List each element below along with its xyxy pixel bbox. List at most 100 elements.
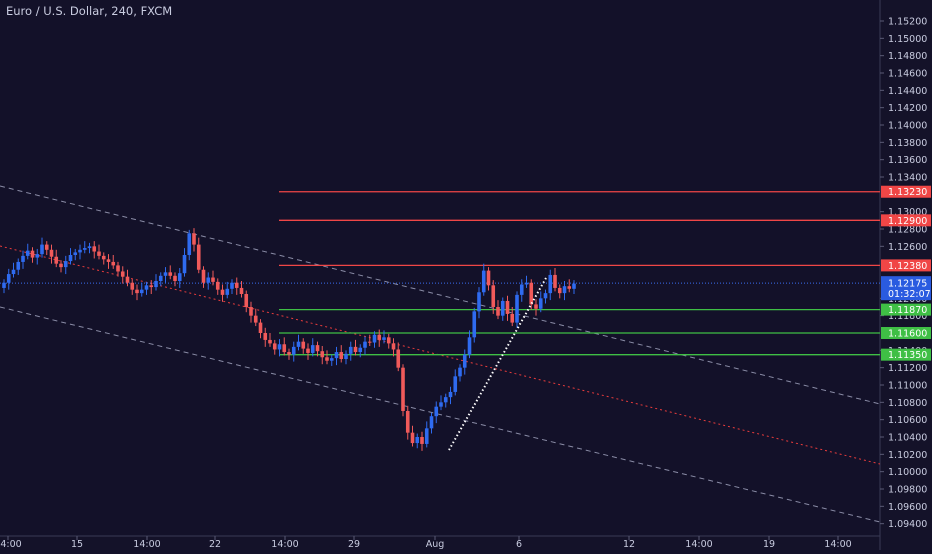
candle-body bbox=[21, 255, 25, 262]
y-tick-label: 1.12600 bbox=[888, 242, 927, 253]
plot-area bbox=[0, 0, 880, 536]
candle-body bbox=[401, 367, 405, 411]
y-tick-label: 1.14400 bbox=[888, 86, 927, 97]
candle-body bbox=[101, 255, 106, 260]
resistance-level-label: 1.13230 bbox=[888, 187, 927, 198]
candle-body bbox=[296, 341, 301, 347]
candle-body bbox=[396, 349, 401, 368]
x-tick-label: 14:00 bbox=[824, 539, 851, 550]
candle-body bbox=[439, 402, 443, 407]
resistance-level-label-bg bbox=[881, 185, 931, 198]
candle-body bbox=[453, 376, 458, 392]
candle-body bbox=[524, 282, 529, 285]
candle-body bbox=[386, 337, 391, 344]
candle-body bbox=[344, 353, 348, 359]
candle-body bbox=[353, 346, 358, 353]
candle-body bbox=[30, 250, 35, 258]
candle-body bbox=[348, 346, 353, 354]
x-tick-label: 6 bbox=[516, 539, 522, 550]
channel-lower-line bbox=[0, 306, 881, 523]
candle-body bbox=[339, 352, 344, 359]
y-tick-label: 1.15000 bbox=[888, 34, 927, 45]
candle-body bbox=[434, 406, 439, 417]
candle-body bbox=[510, 313, 515, 323]
candle-body bbox=[268, 339, 272, 344]
candle-body bbox=[92, 246, 97, 252]
candle-body bbox=[415, 437, 420, 444]
candle-body bbox=[424, 428, 429, 444]
candle-body bbox=[472, 311, 477, 338]
candle-body bbox=[116, 265, 120, 272]
candle-body bbox=[68, 255, 73, 262]
candle-body bbox=[358, 347, 363, 353]
candle-body bbox=[367, 341, 372, 343]
resistance-level-label-bg bbox=[881, 214, 931, 227]
y-tick-label: 1.09600 bbox=[888, 502, 927, 513]
candle-body bbox=[35, 254, 40, 258]
x-tick-label: 14:00 bbox=[133, 539, 160, 550]
x-tick-label: Aug bbox=[426, 539, 445, 550]
candle-body bbox=[481, 270, 486, 293]
candle-body bbox=[382, 337, 386, 340]
candle-body bbox=[239, 287, 244, 294]
x-tick-label: 14:00 bbox=[271, 539, 298, 550]
candle-body bbox=[130, 282, 135, 290]
candle-body bbox=[149, 285, 154, 288]
candle-body bbox=[567, 286, 572, 289]
candle-body bbox=[234, 282, 239, 288]
candle-body bbox=[78, 249, 82, 253]
candle-body bbox=[505, 300, 510, 314]
candle-body bbox=[291, 346, 296, 355]
candle-body bbox=[310, 345, 315, 353]
candle-body bbox=[320, 351, 325, 358]
y-tick-label: 1.11000 bbox=[888, 381, 927, 392]
y-tick-label: 1.14800 bbox=[888, 51, 927, 62]
candle-body bbox=[477, 292, 481, 312]
support-level-label: 1.11600 bbox=[888, 329, 927, 340]
y-tick-label: 1.13800 bbox=[888, 138, 927, 149]
channel-upper-line bbox=[0, 185, 881, 405]
candle-body bbox=[44, 244, 49, 250]
candle-body bbox=[158, 275, 163, 281]
candle-body bbox=[363, 341, 367, 348]
time-axis-panel bbox=[0, 536, 880, 550]
candle-body bbox=[249, 307, 253, 316]
candle-body bbox=[329, 358, 334, 361]
candle-body bbox=[519, 284, 524, 295]
candle-body bbox=[16, 261, 21, 270]
y-tick-label: 1.10600 bbox=[888, 415, 927, 426]
candle-body bbox=[462, 354, 467, 368]
candle-body bbox=[215, 281, 220, 290]
x-tick-label: 29 bbox=[348, 539, 360, 550]
candle-body bbox=[420, 437, 424, 444]
candle-body bbox=[277, 344, 282, 350]
candle-body bbox=[272, 343, 277, 350]
candle-body bbox=[325, 357, 329, 361]
candle-body bbox=[120, 271, 125, 277]
y-tick-label: 1.11200 bbox=[888, 363, 927, 374]
candle-body bbox=[287, 352, 291, 355]
candle-body bbox=[553, 274, 557, 288]
y-tick-label: 1.13600 bbox=[888, 155, 927, 166]
price-axis-panel bbox=[880, 0, 932, 550]
candle-body bbox=[225, 288, 230, 295]
candle-body bbox=[6, 274, 11, 283]
candle-body bbox=[206, 277, 211, 283]
candle-body bbox=[163, 272, 168, 276]
candle-body bbox=[220, 289, 225, 295]
candle-body bbox=[40, 244, 44, 255]
y-tick-label: 1.10200 bbox=[888, 450, 927, 461]
chart-title: Euro / U.S. Dollar, 240, FXCM bbox=[6, 4, 173, 18]
y-tick-label: 1.09400 bbox=[888, 519, 927, 530]
candle-body bbox=[63, 261, 68, 268]
support-level-label: 1.11870 bbox=[888, 305, 927, 316]
candle-body bbox=[500, 300, 505, 316]
candle-body bbox=[87, 246, 92, 249]
y-tick-label: 1.10400 bbox=[888, 433, 927, 444]
candle-body bbox=[11, 269, 16, 275]
candle-body bbox=[548, 274, 553, 294]
resistance-level-label: 1.12900 bbox=[888, 216, 927, 227]
candle-body bbox=[334, 352, 339, 359]
